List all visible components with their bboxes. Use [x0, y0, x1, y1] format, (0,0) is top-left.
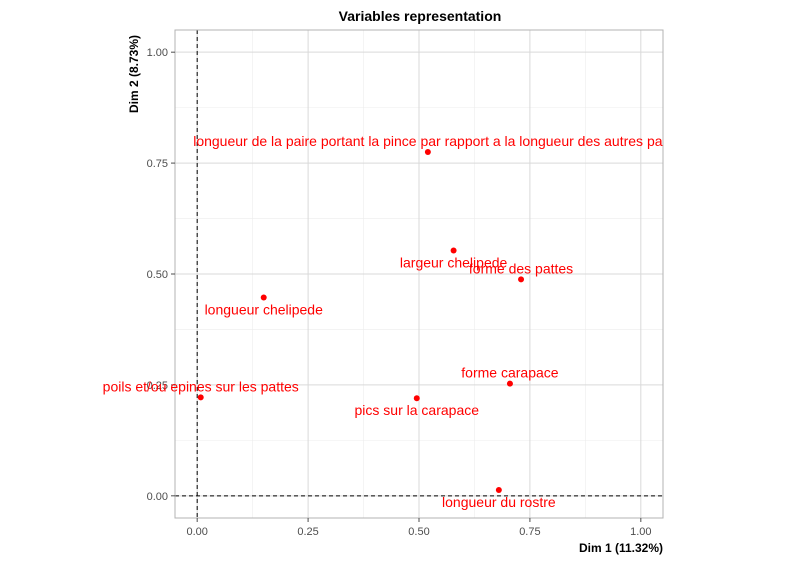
- data-point: [495, 487, 502, 494]
- data-point-label: pics sur la carapace: [355, 402, 480, 418]
- x-axis-title: Dim 1 (11.32%): [579, 541, 663, 555]
- y-tick-label: 0.75: [147, 158, 168, 170]
- data-point: [506, 380, 513, 387]
- data-point-label: longueur chelipede: [205, 302, 324, 318]
- data-point-label: forme carapace: [461, 365, 558, 381]
- x-axis: 0.00 0.25 0.50 0.75 1.00: [186, 518, 652, 538]
- data-point-label: forme des pattes: [469, 260, 573, 276]
- data-point: [197, 394, 204, 401]
- reference-lines: [175, 30, 663, 518]
- data-point: [413, 395, 420, 402]
- x-tick-label: 0.25: [297, 526, 318, 538]
- grid: [175, 30, 663, 518]
- data-point-label: largeur chelipede: [400, 254, 508, 270]
- data-point: [260, 294, 267, 301]
- x-tick-label: 1.00: [630, 526, 651, 538]
- data-point: [424, 149, 431, 155]
- data-points: longueur de la paire portant la pince pa…: [103, 133, 663, 510]
- y-tick-label: 0.00: [147, 491, 168, 503]
- x-tick-label: 0.50: [408, 526, 429, 538]
- data-point: [450, 247, 457, 254]
- y-tick-label: 0.25: [147, 380, 168, 392]
- y-tick-label: 0.50: [147, 269, 168, 281]
- chart-title: Variables representation: [339, 8, 502, 24]
- data-point-label: longueur du rostre: [442, 494, 556, 510]
- x-tick-label: 0.75: [519, 526, 540, 538]
- x-tick-label: 0.00: [186, 526, 207, 538]
- data-point: [518, 276, 525, 283]
- y-tick-label: 1.00: [147, 47, 168, 59]
- data-point-label: poils et/ou epines sur les pattes: [103, 378, 299, 394]
- y-axis: 0.00 0.25 0.50 0.75 1.00: [147, 47, 175, 503]
- data-point-label: longueur de la paire portant la pince pa…: [193, 133, 663, 149]
- y-axis-title: Dim 2 (8.73%): [127, 35, 141, 113]
